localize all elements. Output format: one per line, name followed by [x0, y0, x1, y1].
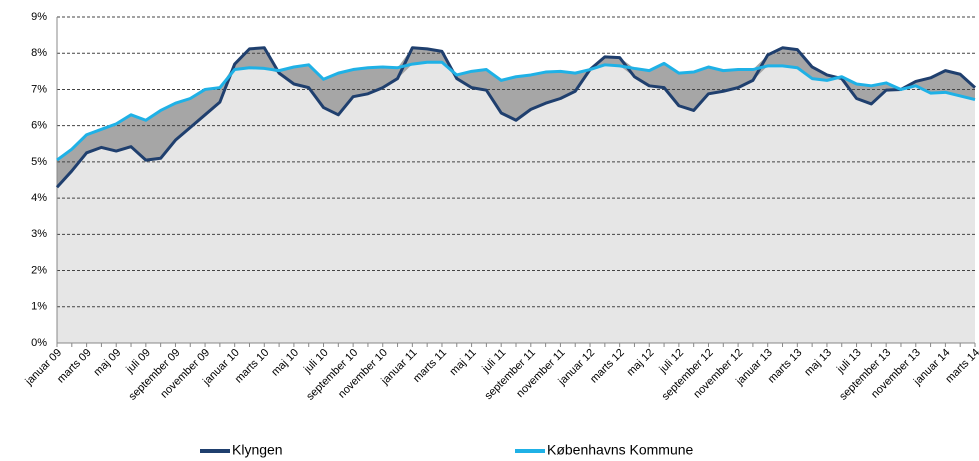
line-series [55, 46, 977, 189]
y-tick-label: 4% [31, 192, 47, 204]
base-area [57, 62, 975, 344]
x-tick-label: januar 09 [23, 347, 65, 389]
y-tick-label: 6% [31, 120, 47, 132]
legend-label: Klyngen [232, 442, 283, 458]
y-tick-label: 9% [31, 11, 47, 23]
y-tick-label: 0% [31, 337, 47, 349]
y-tick-label: 3% [31, 228, 47, 240]
y-tick-label: 7% [31, 83, 47, 95]
y-tick-label: 1% [31, 301, 47, 313]
y-tick-label: 2% [31, 264, 47, 276]
x-tick-label: maj 10 [269, 347, 301, 379]
x-tick-label: maj 11 [448, 347, 479, 378]
x-tick-label: maj 13 [802, 347, 834, 379]
x-tick-label: maj 09 [92, 347, 124, 379]
x-tick-label: maj 12 [625, 347, 657, 379]
legend-label: Københavns Kommune [547, 442, 694, 458]
line-series [56, 60, 976, 162]
y-tick-label: 5% [31, 156, 47, 168]
y-tick-label: 8% [31, 47, 47, 59]
